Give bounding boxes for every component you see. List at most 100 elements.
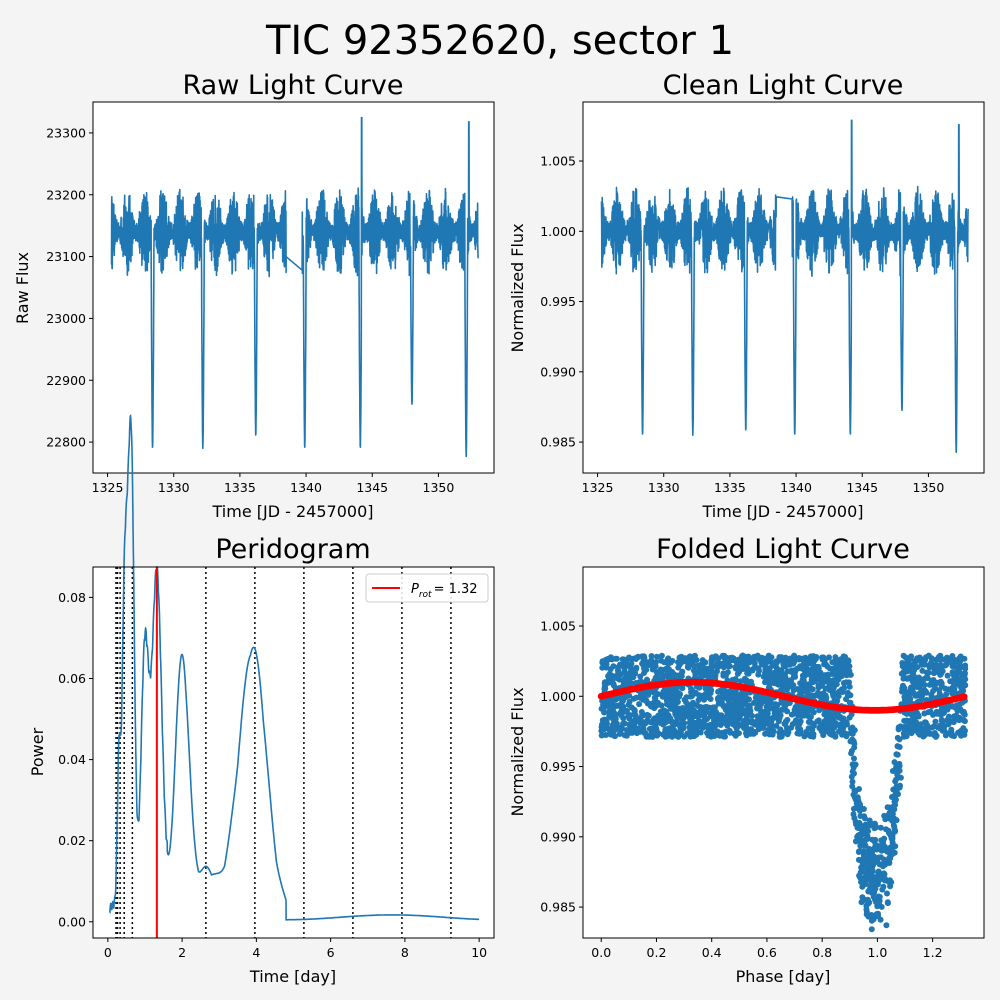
folded-point [835, 693, 842, 700]
folded-point [749, 712, 756, 719]
folded-point [632, 666, 639, 673]
folded-point [653, 653, 660, 660]
folded-point [651, 662, 658, 669]
x-tick-label: 1335 [224, 480, 256, 495]
folded-point [840, 680, 847, 686]
folded-point [818, 728, 825, 735]
folded-point [930, 723, 937, 730]
folded-point [909, 712, 916, 719]
folded-point [738, 707, 745, 714]
folded-point [654, 729, 660, 736]
folded-point [932, 733, 939, 740]
folded-point [914, 657, 921, 664]
x-tick-label: 0.6 [757, 945, 777, 960]
folded-point [891, 759, 898, 766]
folded-point [856, 786, 862, 792]
folded-point [936, 687, 943, 694]
y-tick-label: 0.00 [58, 914, 86, 929]
folded-point [882, 816, 889, 823]
folded-point [786, 682, 793, 689]
folded-xlabel: Phase [day] [736, 967, 831, 986]
folded-point [839, 689, 846, 695]
folded-point [789, 721, 796, 728]
folded-point [668, 705, 675, 712]
folded-point [875, 868, 882, 875]
raw-title: Raw Light Curve [183, 70, 404, 101]
folded-point [669, 718, 676, 725]
folded-point [893, 776, 899, 783]
folded-point [826, 710, 833, 717]
folded-light-curve-panel: Folded Light Curve Phase [day] Normalize… [508, 534, 985, 986]
raw-plot-area [93, 102, 494, 473]
folded-point [751, 664, 758, 671]
folded-point [646, 726, 653, 732]
folded-point [748, 678, 754, 685]
folded-point [615, 670, 622, 677]
folded-point [703, 703, 710, 710]
folded-point [896, 767, 903, 774]
folded-point [675, 715, 682, 722]
raw-frame [92, 101, 495, 474]
x-tick-label: 0 [104, 945, 112, 960]
folded-point [928, 655, 935, 662]
folded-point [920, 729, 927, 736]
folded-point [828, 683, 835, 690]
folded-point [906, 717, 913, 724]
legend-label-value: = 1.32 [434, 582, 478, 597]
folded-point [730, 702, 737, 709]
folded-point [843, 696, 849, 703]
x-tick-label: 1350 [913, 480, 945, 495]
folded-point [755, 671, 762, 678]
folded-point [683, 694, 690, 701]
folded-point [837, 656, 844, 663]
folded-point [735, 699, 742, 706]
folded-point [819, 680, 826, 687]
folded-point [866, 899, 873, 906]
folded-point [900, 675, 907, 682]
folded-point [823, 716, 830, 723]
folded-point [618, 712, 625, 719]
folded-point [897, 774, 904, 781]
folded-point [777, 712, 784, 719]
folded-point [632, 655, 639, 662]
folded-point [873, 824, 880, 831]
folded-point [658, 702, 665, 709]
folded-point [797, 718, 804, 725]
folded-point [666, 666, 672, 673]
folded-point [701, 696, 708, 703]
folded-point [831, 724, 838, 731]
folded-point [896, 760, 903, 767]
folded-point [603, 717, 610, 724]
folded-point [681, 720, 688, 727]
folded-point [760, 698, 767, 704]
folded-point [861, 824, 868, 830]
folded-point [638, 709, 645, 715]
folded-point [848, 711, 855, 718]
folded-point [636, 701, 643, 708]
folded-point [951, 675, 958, 682]
folded-point [732, 694, 739, 700]
folded-point [827, 730, 834, 737]
folded-point [696, 684, 703, 691]
folded-point [598, 732, 605, 739]
folded-point [804, 705, 810, 712]
folded-point [855, 825, 862, 831]
folded-point [742, 711, 749, 718]
folded-point [932, 718, 939, 725]
folded-point [638, 713, 645, 720]
folded-point [955, 729, 962, 736]
folded-point [925, 669, 932, 676]
folded-point [916, 725, 923, 732]
folded-point [917, 721, 924, 728]
folded-point [764, 713, 771, 720]
folded-point [751, 728, 758, 735]
folded-point [789, 659, 796, 666]
folded-point [889, 817, 896, 824]
folded-point [719, 661, 726, 668]
folded-point [602, 685, 609, 692]
x-tick-label: 10 [471, 945, 487, 960]
folded-point [848, 748, 855, 754]
folded-point [814, 718, 821, 725]
folded-ylabel: Normalized Flux [508, 687, 527, 816]
folded-point [815, 665, 822, 672]
